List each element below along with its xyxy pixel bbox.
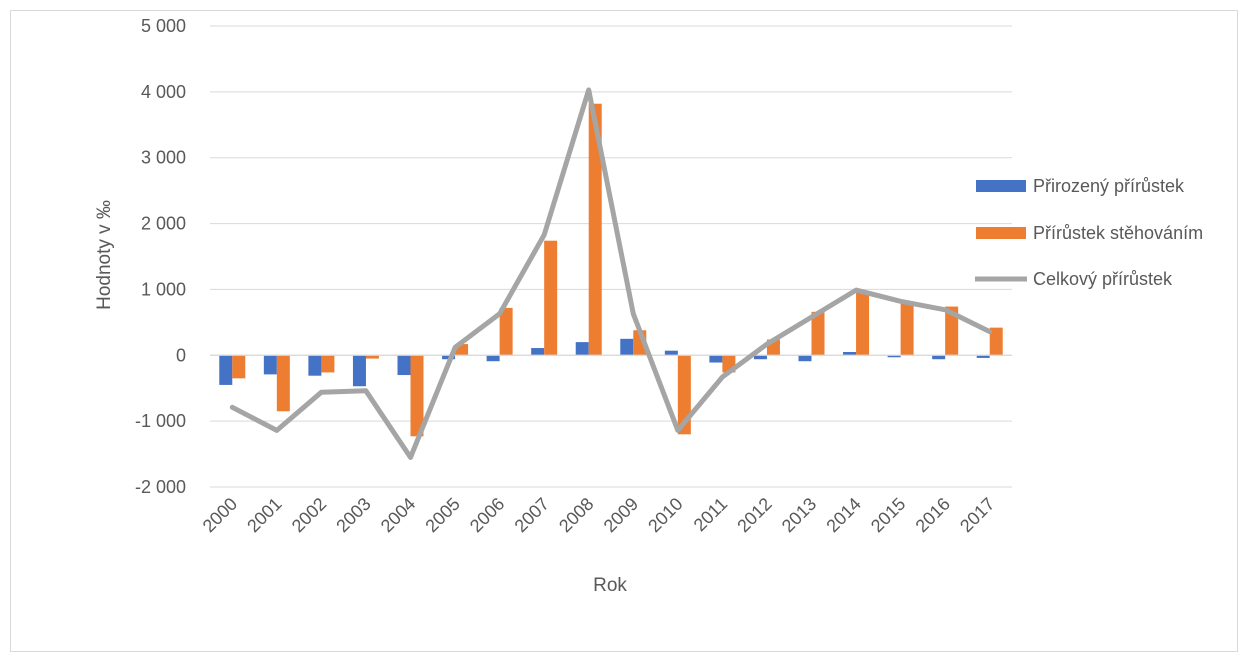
x-tick-label: 2014 xyxy=(822,494,864,536)
bar-series-1-2007 xyxy=(544,240,558,356)
bar-series-1-2003 xyxy=(365,355,379,359)
x-tick-label: 2001 xyxy=(243,494,285,536)
bar-series-1-2015 xyxy=(900,301,914,356)
x-tick-label: 2004 xyxy=(377,494,419,536)
bar-series-0-2000 xyxy=(219,355,233,385)
bar-series-1-2002 xyxy=(321,355,335,373)
bar-series-1-2016 xyxy=(945,306,959,356)
bar-series-0-2009 xyxy=(620,338,634,356)
x-tick-label: 2011 xyxy=(690,494,732,536)
bar-series-1-2010 xyxy=(677,355,691,435)
legend-label-2: Celkový přírůstek xyxy=(1033,269,1173,289)
total-growth-line xyxy=(229,87,993,460)
x-tick-label: 2007 xyxy=(511,494,553,536)
bar-series-1-2000 xyxy=(232,355,246,379)
x-tick-label: 2000 xyxy=(199,494,241,536)
bar-series-1-2017 xyxy=(989,327,1003,356)
bar-series-0-2011 xyxy=(709,355,723,363)
bar-series-0-2006 xyxy=(486,355,500,362)
x-tick-label: 2015 xyxy=(867,494,909,536)
x-tick-label: 2013 xyxy=(778,494,820,536)
y-axis-title: Hodnoty v ‰ xyxy=(94,200,115,310)
x-tick-label: 2003 xyxy=(332,494,374,536)
legend-label-0: Přirozený přírůstek xyxy=(1033,176,1185,196)
y-tick-label: 2 000 xyxy=(141,214,186,234)
bar-series-0-2012 xyxy=(753,355,767,360)
x-tick-label: 2009 xyxy=(600,494,642,536)
bar-series-0-2002 xyxy=(308,355,322,376)
y-tick-label: -2 000 xyxy=(135,477,186,497)
bar-series-0-2013 xyxy=(798,355,812,362)
bar-series-1-2004 xyxy=(410,355,424,437)
x-tick-label: 2016 xyxy=(912,494,954,536)
bar-series-1-2014 xyxy=(856,292,870,356)
gridlines xyxy=(210,25,1012,488)
x-axis-title: Rok xyxy=(593,575,627,596)
y-tick-label: -1 000 xyxy=(135,411,186,431)
y-tick-label: 3 000 xyxy=(141,148,186,168)
bar-series-0-2010 xyxy=(664,350,678,356)
y-tick-label: 5 000 xyxy=(141,16,186,36)
x-tick-label: 2006 xyxy=(466,494,508,536)
legend-swatch-1 xyxy=(976,227,1026,239)
x-axis-tick-labels: 2000 2001 2002 2003 2004 2005 2006 2007 2008 2009… xyxy=(199,494,999,536)
bar-series-0-2007 xyxy=(531,348,545,356)
legend-label-1: Přírůstek stěhováním xyxy=(1033,223,1203,243)
bar-series-0-2008 xyxy=(575,342,589,356)
bar-series-0-2014 xyxy=(843,351,857,356)
bars xyxy=(219,103,1003,437)
bar-series-0-2004 xyxy=(397,355,411,376)
x-tick-label: 2010 xyxy=(644,494,686,536)
bar-series-1-2013 xyxy=(811,311,825,356)
legend: Přirozený přírůstek Přírůstek stěhováním C… xyxy=(975,176,1203,289)
line-series-2 xyxy=(229,87,993,460)
x-tick-label: 2002 xyxy=(288,494,330,536)
bar-series-1-2005 xyxy=(455,344,469,356)
y-axis-tick-labels: 5 000 4 000 3 000 2 000 1 000 0 -1 000 -2 000 xyxy=(135,16,186,497)
bar-series-0-2015 xyxy=(887,355,901,358)
x-tick-label: 2008 xyxy=(555,494,597,536)
y-tick-label: 1 000 xyxy=(141,279,186,299)
legend-swatch-0 xyxy=(976,180,1026,192)
x-tick-label: 2005 xyxy=(421,494,463,536)
bar-series-0-2016 xyxy=(932,355,946,360)
y-tick-label: 0 xyxy=(176,345,186,365)
bar-series-0-2001 xyxy=(263,355,277,375)
y-tick-label: 4 000 xyxy=(141,82,186,102)
x-tick-label: 2012 xyxy=(733,494,775,536)
bar-series-1-2001 xyxy=(276,355,290,412)
bar-series-1-2008 xyxy=(588,103,602,356)
bar-series-0-2017 xyxy=(976,355,990,358)
x-tick-label: 2017 xyxy=(956,494,998,536)
chart-frame xyxy=(10,10,1238,652)
bar-series-1-2006 xyxy=(499,307,513,356)
bar-series-0-2003 xyxy=(352,355,366,387)
